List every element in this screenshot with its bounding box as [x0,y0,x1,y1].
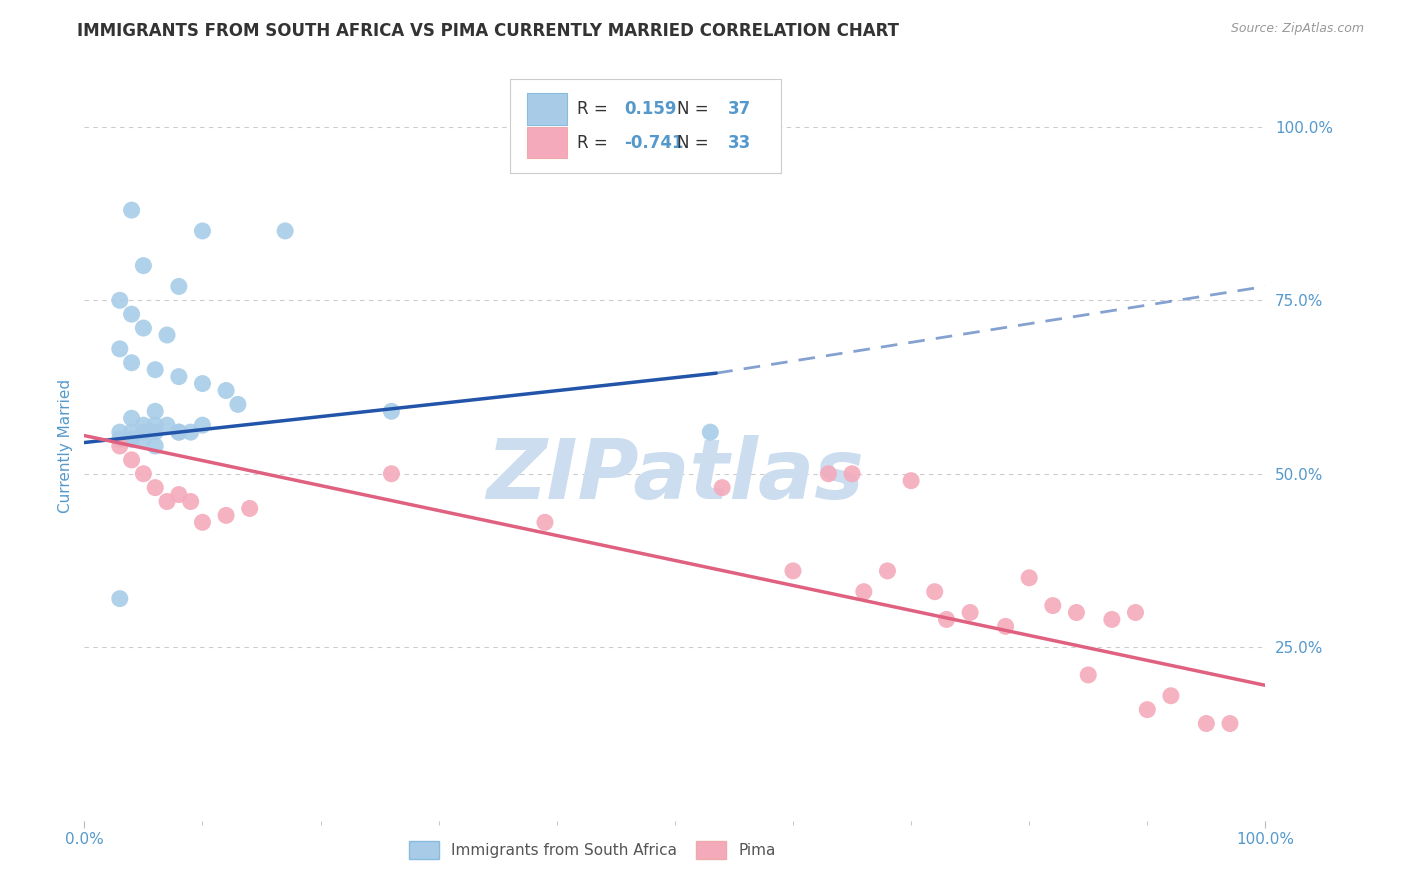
Point [143,418,166,433]
Point [156,328,179,343]
Point [900,474,922,488]
Point [167,279,190,293]
Point [191,516,214,530]
Point [143,425,166,439]
Point [1101,612,1123,626]
Point [132,321,155,335]
Point [108,293,131,308]
Point [782,564,804,578]
Point [215,508,238,523]
Point [108,591,131,606]
Text: N =: N = [678,134,714,152]
Point [817,467,839,481]
Point [121,307,143,321]
Point [108,439,131,453]
Point [143,481,166,495]
Point [132,467,155,481]
Point [924,584,946,599]
Point [994,619,1017,633]
Point [959,606,981,620]
FancyBboxPatch shape [527,127,568,158]
Point [156,494,179,508]
Point [1077,668,1099,682]
Point [121,411,143,425]
Point [121,203,143,218]
Point [121,432,143,446]
Point [1018,571,1040,585]
Point [876,564,898,578]
Point [1195,716,1218,731]
Point [1042,599,1064,613]
Text: 0.159: 0.159 [624,100,676,118]
Point [274,224,297,238]
Text: 37: 37 [728,100,751,118]
Point [191,418,214,433]
Point [167,425,190,439]
Text: Source: ZipAtlas.com: Source: ZipAtlas.com [1230,22,1364,36]
Text: 33: 33 [728,134,751,152]
Text: N =: N = [678,100,714,118]
Point [1066,606,1088,620]
Point [852,584,875,599]
Point [841,467,863,481]
Point [380,404,402,418]
Point [1125,606,1147,620]
Text: R =: R = [576,134,613,152]
Point [191,224,214,238]
Point [167,425,190,439]
Point [191,376,214,391]
Point [108,425,131,439]
Legend: Immigrants from South Africa, Pima: Immigrants from South Africa, Pima [402,835,782,865]
Text: IMMIGRANTS FROM SOUTH AFRICA VS PIMA CURRENTLY MARRIED CORRELATION CHART: IMMIGRANTS FROM SOUTH AFRICA VS PIMA CUR… [77,22,900,40]
Point [132,259,155,273]
Point [121,356,143,370]
Text: R =: R = [576,100,613,118]
Text: -0.741: -0.741 [624,134,683,152]
Point [239,501,262,516]
Y-axis label: Currently Married: Currently Married [58,379,73,513]
FancyBboxPatch shape [527,93,568,125]
Point [380,467,402,481]
Point [534,516,557,530]
Point [935,612,957,626]
Point [1160,689,1182,703]
Point [132,425,155,439]
Point [699,425,721,439]
Point [711,481,734,495]
Point [143,439,166,453]
Point [108,432,131,446]
FancyBboxPatch shape [509,78,782,172]
Point [121,453,143,467]
Point [1136,703,1159,717]
Point [1219,716,1241,731]
Point [108,342,131,356]
Point [143,404,166,418]
Point [215,384,238,398]
Point [167,369,190,384]
Point [121,425,143,439]
Point [180,494,202,508]
Point [121,432,143,446]
Point [180,425,202,439]
Point [132,418,155,433]
Text: ZIPatlas: ZIPatlas [486,435,863,516]
Point [132,432,155,446]
Point [226,397,249,411]
Point [156,418,179,433]
Point [167,487,190,501]
Point [143,362,166,376]
